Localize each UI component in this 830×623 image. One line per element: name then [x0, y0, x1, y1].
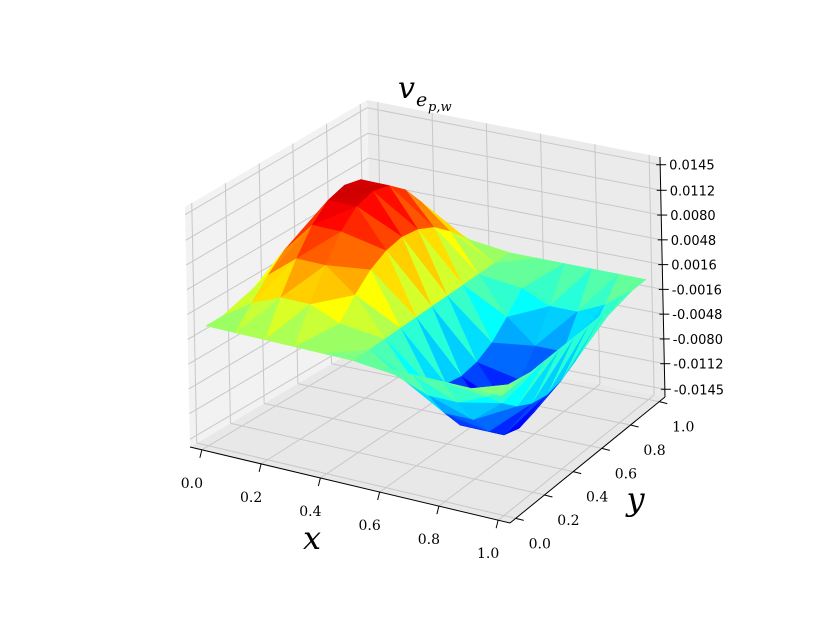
grid-line	[594, 144, 601, 385]
grid-line	[185, 157, 369, 266]
x-tick	[377, 491, 381, 501]
x-tick-label: 0.6	[358, 518, 380, 534]
y-tick-label: 0.4	[586, 490, 608, 506]
axis-line	[659, 156, 666, 398]
chart-title-subsub: p,w	[428, 100, 452, 115]
z-tick-label: -0.0112	[673, 358, 723, 373]
grid-line	[367, 107, 661, 166]
grid-line	[438, 383, 601, 507]
z-tick-label: 0.0048	[671, 234, 717, 249]
z-tick-label: -0.0016	[672, 283, 722, 298]
x-tick	[199, 449, 203, 458]
grid-line	[191, 203, 198, 444]
grid-line	[368, 182, 662, 241]
chart-title: v	[398, 71, 415, 106]
y-tick-label: 0.0	[529, 536, 551, 552]
z-tick-label: 0.0016	[671, 259, 717, 274]
grid-line	[648, 154, 655, 395]
y-tick	[515, 517, 524, 521]
grid-line	[368, 157, 662, 216]
x-tick	[317, 477, 321, 487]
grid-line	[196, 442, 516, 519]
y-tick	[601, 447, 610, 451]
y-tick	[630, 424, 639, 428]
labels: 0.0 0.2 0.4 0.6 0.8 1.0 0.0 0.2 0.4 0.6 0.8 1.0 -0.0…	[181, 159, 724, 562]
x-tick-label: 0.8	[418, 532, 440, 548]
chart-title-sub: e	[416, 89, 427, 111]
z-tick-label: -0.0048	[672, 308, 722, 323]
x-tick-label: 1.0	[477, 546, 499, 562]
grid-line	[264, 402, 574, 473]
x-axis-label: x	[303, 519, 321, 557]
x-tick-label: 0.2	[240, 490, 262, 506]
grid-line	[497, 394, 655, 521]
z-tick-label: 0.0080	[670, 209, 716, 224]
z-tick-label: 0.0112	[670, 184, 716, 199]
y-tick	[573, 471, 582, 475]
y-tick-label: 0.8	[643, 443, 665, 459]
y-axis-label: y	[624, 480, 645, 518]
x-tick-label: 0.4	[299, 504, 321, 520]
z-tick-label: -0.0145	[674, 383, 724, 398]
x-tick	[495, 520, 499, 529]
z-tick-label: -0.0080	[673, 333, 723, 348]
x-tick-label: 0.0	[181, 476, 203, 492]
y-tick-label: 1.0	[672, 420, 694, 436]
surface-facet	[471, 383, 517, 396]
axis-line	[189, 446, 511, 524]
axes	[189, 156, 671, 529]
grid-line	[230, 422, 545, 496]
grid-line	[224, 183, 231, 424]
grid-line	[367, 132, 661, 191]
x-tick	[436, 505, 440, 515]
surface	[205, 179, 647, 436]
grid-line	[185, 132, 368, 241]
x-tick	[258, 463, 262, 473]
grid-line	[184, 107, 368, 216]
axis-line	[509, 396, 666, 524]
y-tick-label: 0.6	[615, 466, 637, 482]
y-tick	[659, 401, 668, 405]
y-tick	[544, 494, 553, 498]
z-tick-label: 0.0145	[669, 159, 715, 174]
y-tick-label: 0.2	[557, 513, 579, 529]
